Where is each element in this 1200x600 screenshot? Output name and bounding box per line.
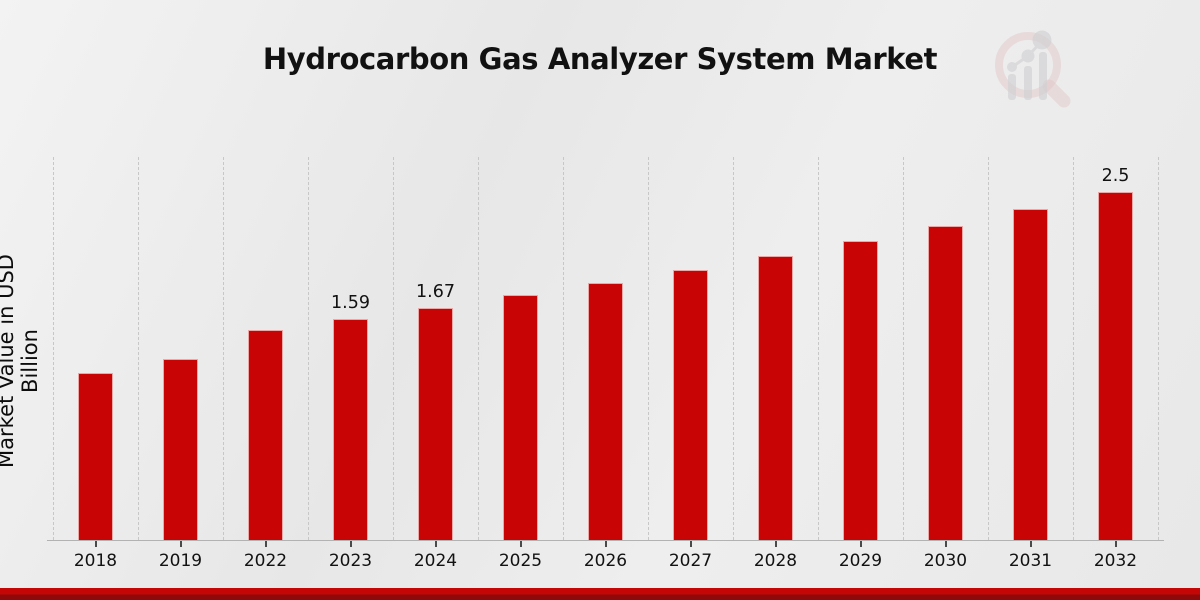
data-label-2032: 2.5 — [1101, 166, 1130, 186]
x-tick-label-2026: 2026 — [583, 551, 628, 571]
bar-2025 — [503, 295, 538, 540]
gridline — [478, 157, 479, 540]
bar-2029 — [843, 241, 878, 540]
gridline — [1073, 157, 1074, 540]
x-axis-tick — [519, 541, 522, 547]
x-tick-label-2028: 2028 — [753, 551, 798, 571]
x-axis-tick — [1029, 541, 1032, 547]
x-tick-label-2025: 2025 — [498, 551, 543, 571]
x-tick-label-2029: 2029 — [838, 551, 883, 571]
x-axis-tick — [94, 541, 97, 547]
gridline — [1158, 157, 1159, 540]
x-tick-label-2023: 2023 — [328, 551, 373, 571]
x-axis-tick — [689, 541, 692, 547]
x-axis-tick — [774, 541, 777, 547]
gridline — [563, 157, 564, 540]
data-label-2023: 1.59 — [331, 293, 370, 313]
bar-2022 — [248, 330, 283, 540]
x-tick-label-2030: 2030 — [923, 551, 968, 571]
bar-2031 — [1013, 209, 1048, 540]
bar-2018 — [78, 373, 113, 540]
x-axis-tick — [434, 541, 437, 547]
x-tick-label-2031: 2031 — [1008, 551, 1053, 571]
x-tick-label-2027: 2027 — [668, 551, 713, 571]
gridline — [223, 157, 224, 540]
x-axis-tick — [264, 541, 267, 547]
gridline — [138, 157, 139, 540]
x-axis-tick — [349, 541, 352, 547]
gridline — [988, 157, 989, 540]
x-axis-tick — [604, 541, 607, 547]
x-axis-line — [47, 540, 1164, 541]
bar-2019 — [163, 359, 198, 540]
bar-2028 — [758, 256, 793, 540]
gridline — [308, 157, 309, 540]
gridline — [818, 157, 819, 540]
gridline — [53, 157, 54, 540]
x-axis-tick — [944, 541, 947, 547]
bar-2024 — [418, 308, 453, 540]
x-tick-label-2018: 2018 — [73, 551, 118, 571]
x-tick-label-2019: 2019 — [158, 551, 203, 571]
magnifier-bar-chart-logo-icon — [995, 30, 1071, 108]
x-tick-label-2024: 2024 — [413, 551, 458, 571]
bar-2032 — [1098, 192, 1133, 540]
bar-2023 — [333, 319, 368, 540]
data-label-2024: 1.67 — [416, 282, 455, 302]
x-axis-tick — [859, 541, 862, 547]
x-axis-tick — [179, 541, 182, 547]
gridline — [393, 157, 394, 540]
gridline — [903, 157, 904, 540]
bar-2030 — [928, 226, 963, 540]
x-axis-tick — [1114, 541, 1117, 547]
bar-2026 — [588, 283, 623, 540]
bar-2027 — [673, 270, 708, 540]
gridline — [733, 157, 734, 540]
x-tick-label-2022: 2022 — [243, 551, 288, 571]
chart-title: Hydrocarbon Gas Analyzer System Market — [262, 42, 938, 76]
gridline — [648, 157, 649, 540]
x-tick-label-2032: 2032 — [1093, 551, 1138, 571]
footer-accent-bar — [0, 588, 1200, 600]
